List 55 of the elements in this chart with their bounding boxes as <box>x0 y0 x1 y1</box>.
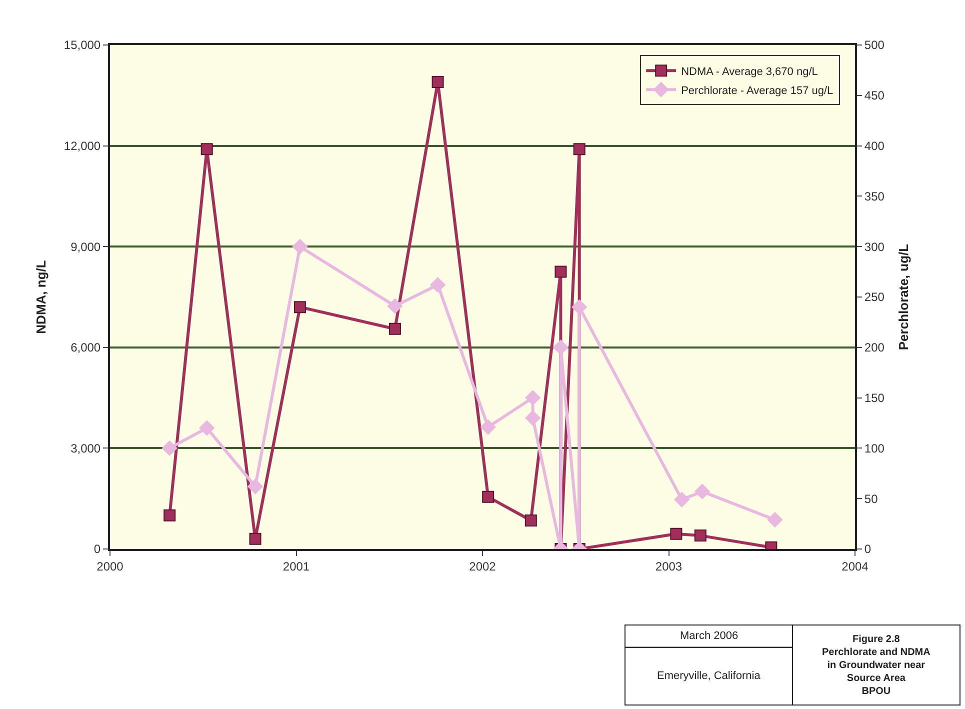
point <box>694 484 710 500</box>
point <box>694 530 706 542</box>
y-tick-label: 3,000 <box>70 441 101 456</box>
y2-tick-label: 400 <box>864 139 885 153</box>
point <box>670 528 682 540</box>
point <box>524 514 537 526</box>
y-tick-label: 6,000 <box>70 340 101 355</box>
x-tick-label: 2001 <box>282 559 310 574</box>
point <box>200 143 213 156</box>
text: Emeryville, California <box>657 670 762 682</box>
y2-tick-label: 0 <box>864 542 872 556</box>
point <box>248 478 263 494</box>
point <box>525 390 540 406</box>
y2-axis-title: Perchlorate, ug/L <box>896 244 911 350</box>
x-tick-label: 2000 <box>96 559 124 574</box>
point <box>572 299 587 315</box>
caption: Figure 2.8 Perchlorate and NDMA in Groundwater near Source Area BPOU <box>822 634 930 697</box>
y2-tick-label: 500 <box>864 38 885 52</box>
text: March 2006 <box>680 630 738 642</box>
point <box>162 440 178 456</box>
y2-tick-label: 450 <box>864 88 885 103</box>
point <box>767 512 783 528</box>
point <box>525 410 540 426</box>
y-tick-label: 12,000 <box>64 139 101 153</box>
point <box>388 322 401 335</box>
point <box>553 340 568 356</box>
point <box>432 76 444 88</box>
y2-tick-label: 150 <box>864 391 885 405</box>
x-tick-label: 2003 <box>655 559 682 574</box>
point <box>164 509 176 522</box>
y2-tick-label: 350 <box>864 189 885 204</box>
y2-tick-label: 200 <box>864 340 885 355</box>
point <box>387 298 403 314</box>
point <box>554 266 567 278</box>
point <box>292 238 308 254</box>
point <box>480 419 496 435</box>
y-tick-label: 15,000 <box>64 38 101 52</box>
y2-tick-label: 250 <box>864 290 885 304</box>
x-tick-label: 2002 <box>469 559 496 574</box>
y2-tick-label: 50 <box>864 492 878 506</box>
point <box>573 143 586 156</box>
point <box>430 277 446 293</box>
y2-tick-label: 300 <box>864 240 885 254</box>
point <box>199 420 214 436</box>
point <box>294 301 306 314</box>
point <box>249 532 262 545</box>
legend-label: NDMA - Average 3,670 ng/L <box>681 66 818 78</box>
y-tick-label: 9,000 <box>70 240 101 254</box>
y-axis-title: NDMA, ng/L <box>33 260 48 334</box>
point <box>482 490 494 503</box>
x-tick-label: 2004 <box>842 559 869 574</box>
point <box>674 492 690 508</box>
y2-tick-label: 100 <box>864 441 885 456</box>
y-tick-label: 0 <box>94 542 101 556</box>
legend-label: Perchlorate - Average 157 ug/L <box>681 84 834 97</box>
